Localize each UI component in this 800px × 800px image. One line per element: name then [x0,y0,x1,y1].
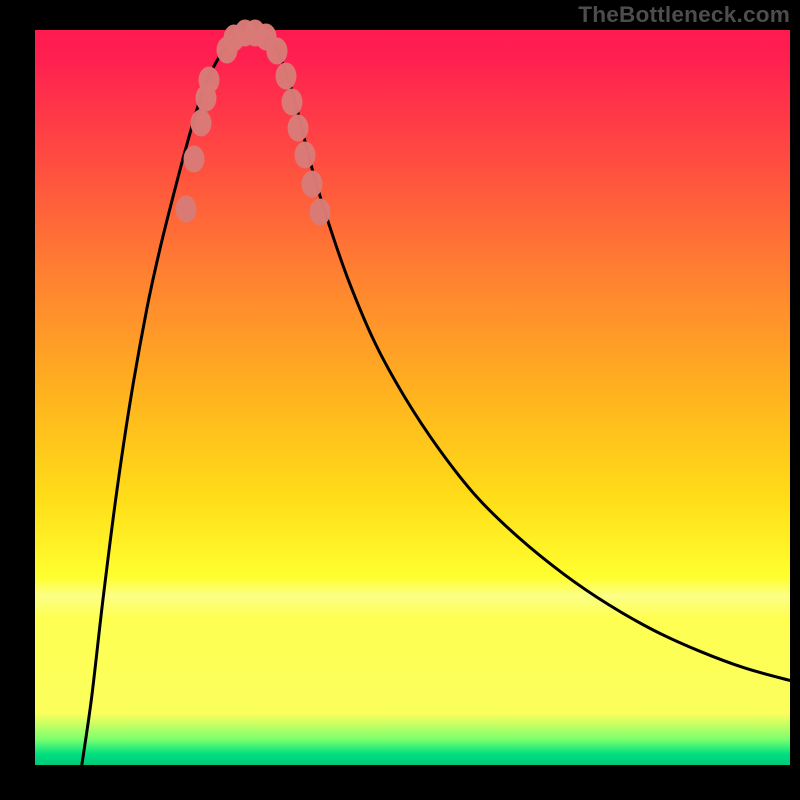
chart-frame: TheBottleneck.com [0,0,800,800]
curve-marker [287,115,308,142]
curve-marker [176,196,197,223]
curve-marker [294,141,315,168]
curve-marker [199,66,220,93]
curve-marker [183,146,204,173]
bottleneck-curve [35,30,790,765]
curve-marker [191,109,212,136]
watermark-text: TheBottleneck.com [578,2,790,28]
plot-area [35,30,790,765]
curve-marker [267,38,288,65]
curve-marker [276,62,297,89]
curve-marker [302,170,323,197]
curve-marker [309,199,330,226]
curve-marker [282,89,303,116]
